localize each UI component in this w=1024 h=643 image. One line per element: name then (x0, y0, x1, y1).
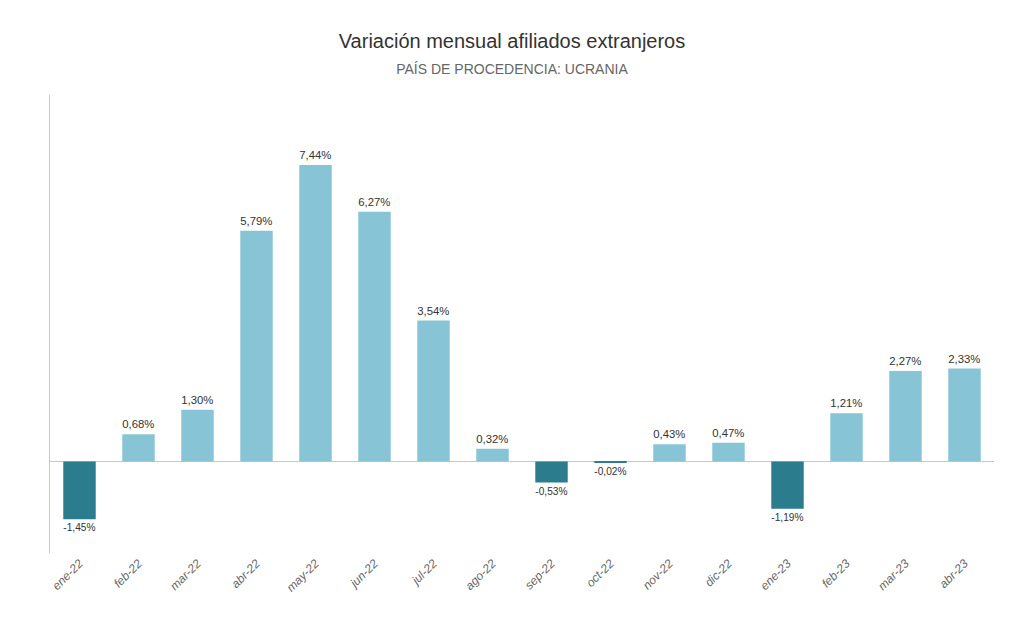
svg-text:5,79%: 5,79% (240, 215, 272, 227)
svg-text:0,43%: 0,43% (653, 428, 685, 440)
svg-text:3,54%: 3,54% (417, 305, 449, 317)
svg-text:1,30%: 1,30% (181, 394, 213, 406)
svg-text:2,33%: 2,33% (948, 353, 980, 365)
svg-text:ene-22: ene-22 (50, 556, 87, 593)
svg-text:-0,53%: -0,53% (535, 486, 567, 497)
svg-text:6,27%: 6,27% (358, 196, 390, 208)
svg-text:-0,02%: -0,02% (594, 466, 626, 477)
svg-text:jul-22: jul-22 (408, 556, 440, 588)
svg-text:1,21%: 1,21% (830, 397, 862, 409)
svg-text:-1,19%: -1,19% (771, 512, 803, 523)
svg-text:dic-22: dic-22 (702, 556, 735, 589)
svg-text:-1,45%: -1,45% (63, 522, 95, 533)
svg-text:nov-22: nov-22 (640, 556, 676, 592)
svg-text:2,27%: 2,27% (889, 355, 921, 367)
svg-text:Variación mensual afiliados ex: Variación mensual afiliados extranjeros (339, 30, 685, 52)
svg-text:abr-22: abr-22 (229, 556, 264, 591)
svg-text:feb-23: feb-23 (819, 556, 853, 590)
svg-text:feb-22: feb-22 (111, 556, 145, 590)
svg-text:0,68%: 0,68% (122, 418, 154, 430)
svg-text:oct-22: oct-22 (583, 556, 617, 590)
svg-text:ene-23: ene-23 (758, 556, 795, 593)
svg-text:mar-22: mar-22 (167, 556, 204, 593)
svg-text:jun-22: jun-22 (346, 556, 381, 591)
svg-text:mar-23: mar-23 (875, 556, 912, 593)
svg-text:PAÍS DE PROCEDENCIA: UCRANIA: PAÍS DE PROCEDENCIA: UCRANIA (396, 61, 628, 77)
svg-text:may-22: may-22 (284, 556, 322, 594)
svg-text:0,32%: 0,32% (476, 433, 508, 445)
svg-text:7,44%: 7,44% (299, 149, 331, 161)
svg-text:sep-22: sep-22 (522, 556, 558, 592)
svg-text:ago-22: ago-22 (463, 556, 500, 593)
svg-text:0,47%: 0,47% (712, 427, 744, 439)
svg-text:abr-23: abr-23 (937, 556, 972, 591)
